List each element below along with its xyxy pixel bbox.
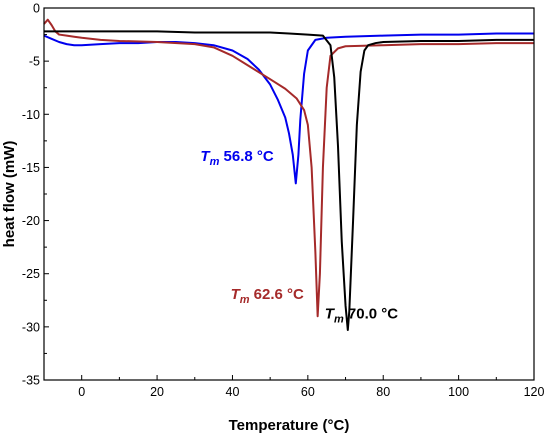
- annotations: Tm 56.8 °C Tm 62.6 °C Tm 70.0 °C: [200, 148, 398, 325]
- x-tick-label: 40: [226, 385, 240, 399]
- series-line-2: [43, 18, 534, 318]
- peak-label-3: Tm 70.0 °C: [325, 305, 398, 325]
- x-tick-label: 0: [78, 385, 85, 399]
- x-tick-label: 100: [448, 385, 469, 399]
- y-tick-label: -20: [22, 214, 40, 228]
- y-tick-label: -25: [22, 267, 40, 281]
- x-axis: 0 20 40 60 80 100 120: [43, 375, 545, 399]
- peak-label-2: Tm 62.6 °C: [231, 286, 304, 306]
- y-tick-label: -30: [22, 320, 40, 334]
- x-tick-label: 20: [150, 385, 164, 399]
- y-tick-label: -5: [29, 55, 40, 69]
- x-tick-label: 80: [376, 385, 390, 399]
- y-tick-label: -35: [22, 374, 40, 388]
- x-tick-label: 60: [301, 385, 315, 399]
- plot-lines: [43, 18, 534, 332]
- plot-frame: [43, 7, 535, 381]
- y-axis: 0 -5 -10 -15 -20 -25 -30 -35: [22, 2, 49, 388]
- series-line-3: [44, 30, 534, 332]
- series-line-1: [43, 32, 534, 185]
- y-tick-label: -10: [22, 108, 40, 122]
- y-tick-label: -15: [22, 161, 40, 175]
- x-tick-label: 120: [524, 385, 545, 399]
- peak-label-1: Tm 56.8 °C: [200, 148, 273, 168]
- y-tick-label: 0: [33, 2, 40, 16]
- y-axis-title: heat flow (mW): [1, 141, 18, 248]
- x-axis-title: Temperature (°C): [229, 417, 350, 434]
